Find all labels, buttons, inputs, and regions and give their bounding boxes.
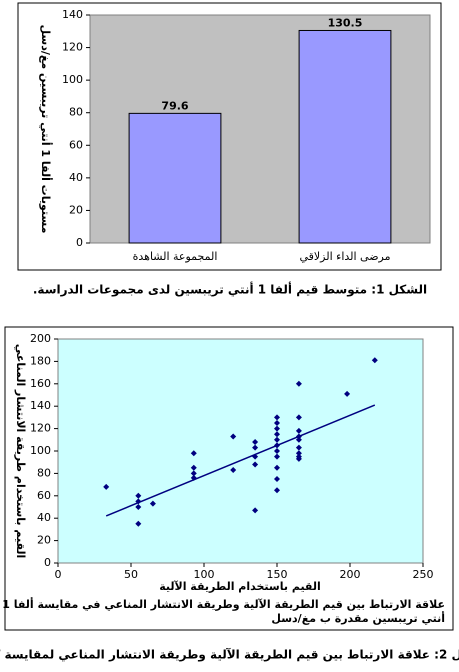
point xyxy=(274,425,280,432)
y-tick-label: 20 xyxy=(37,534,51,547)
plot-area xyxy=(57,338,424,564)
point xyxy=(295,414,302,421)
y-tick-label: 80 xyxy=(69,106,83,119)
trendline xyxy=(105,404,376,517)
point xyxy=(252,444,259,451)
point xyxy=(103,483,110,490)
point xyxy=(274,431,280,438)
point xyxy=(274,487,280,494)
point xyxy=(230,433,237,440)
x-tick-label: مرضى الداء الزلاقي xyxy=(299,250,390,263)
y-tick-label: 140 xyxy=(62,8,83,21)
y-axis-title: القيم باستخدام طريقة الانتشار المناعي xyxy=(14,344,27,559)
bar xyxy=(128,112,222,244)
point xyxy=(295,455,302,462)
x-tick-label: 0 xyxy=(55,568,62,581)
y-tick-label: 100 xyxy=(30,444,51,457)
point xyxy=(135,504,142,510)
x-tick-label: 250 xyxy=(413,568,434,581)
y-tick-label: 20 xyxy=(69,203,83,216)
point xyxy=(252,461,259,468)
point xyxy=(274,464,280,471)
point xyxy=(274,453,280,460)
point xyxy=(295,444,302,451)
y-tick-label: 60 xyxy=(37,489,51,502)
y-axis-title: مستويات ألفا 1 أنتي تريبسين مغ/دسل xyxy=(39,25,53,234)
point xyxy=(190,470,197,477)
point xyxy=(274,476,280,482)
y-tick-label: 120 xyxy=(30,422,51,435)
x-axis-title: القيم باستخدام الطريقة الآلية xyxy=(159,580,321,593)
point xyxy=(252,439,259,446)
point xyxy=(190,450,197,457)
point xyxy=(344,390,351,397)
y-tick-label: 180 xyxy=(30,354,51,367)
point xyxy=(295,436,302,443)
x-tick-label: المجموعة الشاهدة xyxy=(133,250,218,263)
y-tick-label: 0 xyxy=(44,556,51,569)
point xyxy=(295,450,302,457)
caption: الشكل 2: علاقة الارتباط بين قيم الطريقة … xyxy=(0,648,459,663)
x-tick-label: 100 xyxy=(194,568,215,581)
chart-note: أنتي تريبسين مقدرة ب مغ/دسل xyxy=(271,611,445,625)
data-label: 79.6 xyxy=(161,99,188,112)
point xyxy=(252,507,259,514)
point xyxy=(274,414,280,421)
x-tick-label: 150 xyxy=(267,568,288,581)
caption: الشكل 1: متوسط قيم ألفا 1 أنتي تريبسين ل… xyxy=(33,282,427,298)
data-label: 130.5 xyxy=(328,16,363,29)
x-tick-label: 50 xyxy=(124,568,138,581)
point xyxy=(149,500,156,507)
point xyxy=(295,427,302,434)
point xyxy=(135,520,142,527)
point xyxy=(230,467,237,474)
y-tick-label: 40 xyxy=(37,511,51,524)
point xyxy=(371,357,378,364)
point xyxy=(274,420,280,426)
point xyxy=(295,380,302,387)
y-tick-label: 60 xyxy=(69,138,83,151)
x-tick-label: 200 xyxy=(340,568,361,581)
point xyxy=(135,492,142,499)
y-tick-label: 0 xyxy=(76,236,83,249)
y-tick-label: 120 xyxy=(62,41,83,54)
bar xyxy=(298,29,392,244)
y-tick-label: 100 xyxy=(62,73,83,86)
point xyxy=(274,436,280,443)
y-tick-label: 140 xyxy=(30,399,51,412)
point xyxy=(190,464,197,471)
chart-note: علاقة الارتباط بين قيم الطريقة الآلية وط… xyxy=(2,597,445,611)
point xyxy=(274,448,280,454)
y-tick-label: 40 xyxy=(69,171,83,184)
y-tick-label: 80 xyxy=(37,466,51,479)
y-tick-label: 200 xyxy=(30,332,51,345)
y-tick-label: 160 xyxy=(30,377,51,390)
